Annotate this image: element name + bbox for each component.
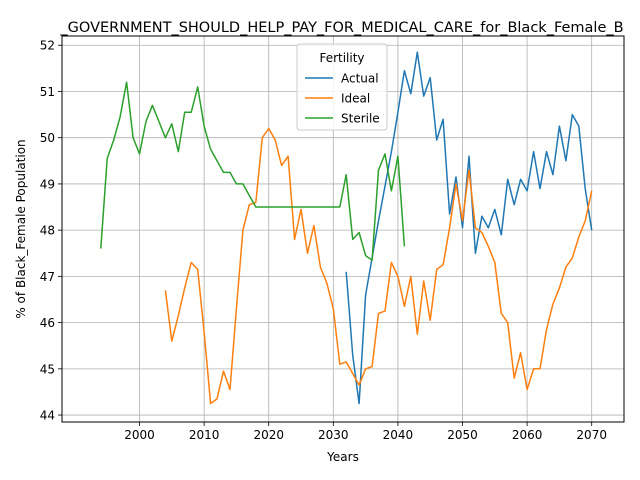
x-tick-label: 2070 <box>576 428 607 442</box>
x-axis: 2000 2010 2020 2030 2040 2050 2060 2070 <box>124 422 607 442</box>
x-tick-label: 2010 <box>189 428 220 442</box>
y-axis-label: % of Black_Female Population <box>14 139 28 318</box>
y-tick-label: 48 <box>40 224 55 238</box>
series-line-actual <box>345 51 593 405</box>
x-tick-label: 2020 <box>253 428 284 442</box>
y-tick-label: 46 <box>40 316 55 330</box>
y-tick-label: 44 <box>40 409 55 423</box>
legend: Fertility Actual Ideal Sterile <box>296 43 388 131</box>
series-line-sterile <box>100 81 406 261</box>
legend-label-actual: Actual <box>341 72 379 86</box>
legend-label-sterile: Sterile <box>341 112 380 126</box>
plot-frame <box>61 35 625 423</box>
x-tick-label: 2050 <box>447 428 478 442</box>
chart-title: _GOVERNMENT_SHOULD_HELP_PAY_FOR_MEDICAL_… <box>59 20 623 36</box>
y-tick-label: 52 <box>40 39 55 53</box>
x-tick-label: 2030 <box>318 428 349 442</box>
x-tick-label: 2040 <box>383 428 414 442</box>
x-tick-label: 2000 <box>124 428 155 442</box>
y-axis: 44 45 46 47 48 49 50 51 52 <box>40 39 62 423</box>
series-layer <box>100 51 593 405</box>
legend-box <box>296 43 388 131</box>
y-tick-label: 51 <box>40 85 55 99</box>
legend-title: Fertility <box>319 51 364 65</box>
x-axis-label: Years <box>326 450 359 464</box>
y-tick-label: 45 <box>40 362 55 376</box>
x-tick-label: 2060 <box>512 428 543 442</box>
y-tick-label: 47 <box>40 270 55 284</box>
series-line-ideal <box>164 127 593 405</box>
y-tick-label: 49 <box>40 177 55 191</box>
y-tick-label: 50 <box>40 131 55 145</box>
legend-label-ideal: Ideal <box>341 92 370 106</box>
